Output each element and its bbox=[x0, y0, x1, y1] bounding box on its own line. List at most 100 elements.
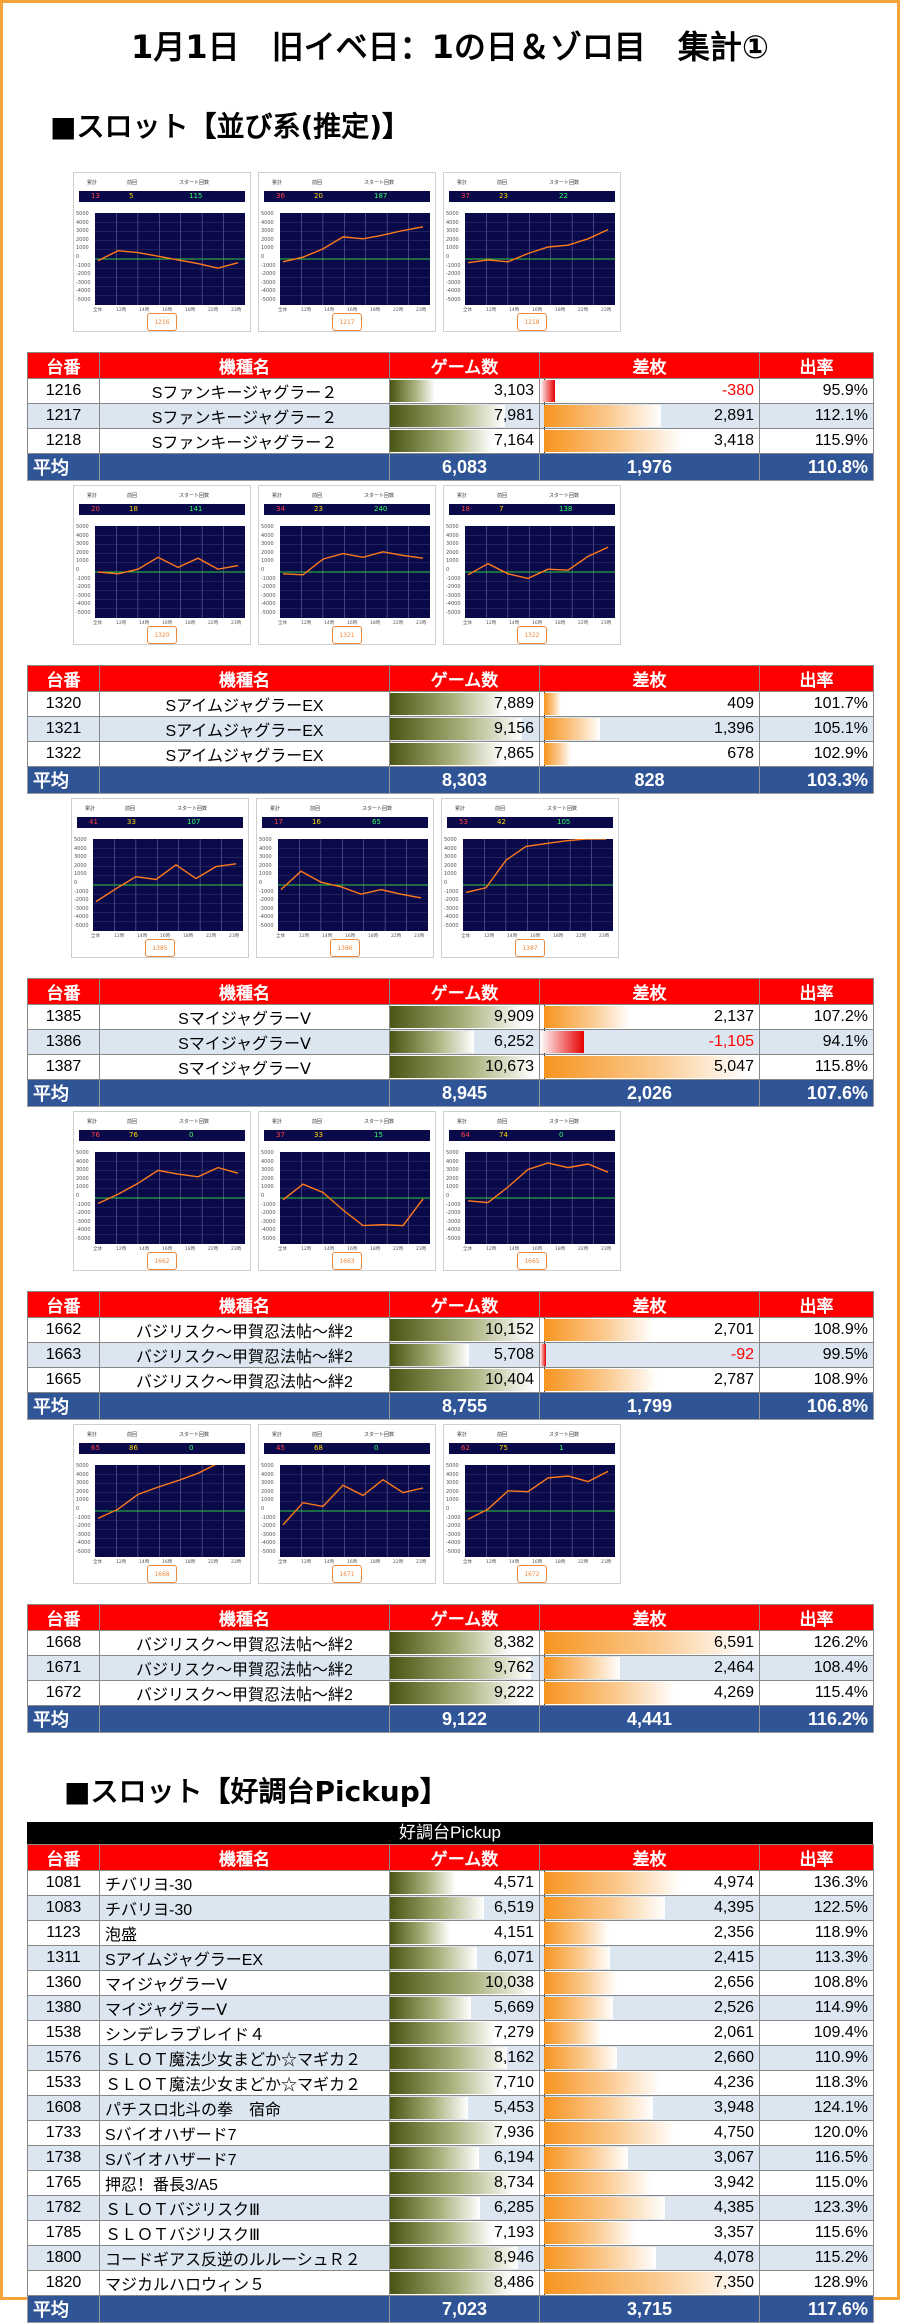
table-row[interactable]: 1123 泡盛 4,151 2,356 118.9% bbox=[27, 1920, 874, 1946]
table-row[interactable]: 1360 マイジャグラーⅤ 10,038 2,656 108.8% bbox=[27, 1970, 874, 1996]
table-row[interactable]: 1663 バジリスク～甲賀忍法帖～絆2 5,708 -92 99.5% bbox=[27, 1342, 874, 1368]
table-row[interactable]: 1387 SマイジャグラーⅤ 10,673 5,047 115.8% bbox=[27, 1054, 874, 1080]
games-cell: 7,981 bbox=[389, 403, 540, 429]
payout-rate: 110.9% bbox=[759, 2045, 874, 2071]
machine-number-badge[interactable]: 1320 bbox=[147, 626, 177, 644]
machine-number-badge[interactable]: 1387 bbox=[515, 939, 545, 957]
machine-number-badge[interactable]: 1672 bbox=[517, 1565, 547, 1583]
machine-number-badge[interactable]: 1671 bbox=[332, 1565, 362, 1583]
table-row[interactable]: 1782 ＳＬＯＴバジリスクⅢ 6,285 4,385 123.3% bbox=[27, 2195, 874, 2221]
table-row[interactable]: 1311 SアイムジャグラーEX 6,071 2,415 113.3% bbox=[27, 1945, 874, 1971]
header-rate[interactable]: 出率 bbox=[759, 1291, 874, 1318]
table-row[interactable]: 1322 SアイムジャグラーEX 7,865 678 102.9% bbox=[27, 741, 874, 767]
table-row[interactable]: 1665 バジリスク～甲賀忍法帖～絆2 10,404 2,787 108.9% bbox=[27, 1367, 874, 1393]
header-games[interactable]: ゲーム数 bbox=[389, 665, 540, 692]
machine-number-badge[interactable]: 1217 bbox=[332, 313, 362, 331]
header-diff[interactable]: 差枚 bbox=[539, 352, 760, 379]
header-diff[interactable]: 差枚 bbox=[539, 1844, 760, 1871]
table-row[interactable]: 1738 Sバイオハザード7 6,194 3,067 116.5% bbox=[27, 2145, 874, 2171]
y-tick-label: 3000 bbox=[261, 1167, 274, 1174]
y-tick-label: 4000 bbox=[261, 532, 274, 539]
header-machine-number[interactable]: 台番 bbox=[27, 1604, 100, 1631]
header-diff[interactable]: 差枚 bbox=[539, 1604, 760, 1631]
header-model[interactable]: 機種名 bbox=[99, 352, 390, 379]
machine-number-badge[interactable]: 1322 bbox=[517, 626, 547, 644]
table-row[interactable]: 1576 ＳＬＯＴ魔法少女まどか☆マギカ２ 8,162 2,660 110.9% bbox=[27, 2045, 874, 2071]
header-model[interactable]: 機種名 bbox=[99, 665, 390, 692]
games-value: 6,071 bbox=[493, 1949, 534, 1966]
header-machine-number[interactable]: 台番 bbox=[27, 665, 100, 692]
table-row[interactable]: 1081 チバリヨ-30 4,571 4,974 136.3% bbox=[27, 1870, 874, 1896]
machine-number-badge[interactable]: 1385 bbox=[145, 939, 175, 957]
header-machine-number[interactable]: 台番 bbox=[27, 978, 100, 1005]
machine-number-badge[interactable]: 1662 bbox=[147, 1252, 177, 1270]
machine-number-badge[interactable]: 1665 bbox=[517, 1252, 547, 1270]
table-row[interactable]: 1733 Sバイオハザード7 7,936 4,750 120.0% bbox=[27, 2120, 874, 2146]
table-row[interactable]: 1083 チバリヨ-30 6,519 4,395 122.5% bbox=[27, 1895, 874, 1921]
header-diff[interactable]: 差枚 bbox=[539, 1291, 760, 1318]
machine-number: 1322 bbox=[27, 741, 100, 767]
table-row[interactable]: 1385 SマイジャグラーⅤ 9,909 2,137 107.2% bbox=[27, 1004, 874, 1030]
x-tick-label: 14時 bbox=[509, 308, 520, 313]
y-tick-label: 3000 bbox=[76, 1480, 89, 1487]
table-row[interactable]: 1321 SアイムジャグラーEX 9,156 1,396 105.1% bbox=[27, 716, 874, 742]
table-row[interactable]: 1218 Sファンキージャグラー２ 7,164 3,418 115.9% bbox=[27, 428, 874, 454]
header-machine-number[interactable]: 台番 bbox=[27, 352, 100, 379]
header-games[interactable]: ゲーム数 bbox=[389, 1604, 540, 1631]
header-diff[interactable]: 差枚 bbox=[539, 978, 760, 1005]
table-row[interactable]: 1533 ＳＬＯＴ魔法少女まどか☆マギカ２ 7,710 4,236 118.3% bbox=[27, 2070, 874, 2096]
table-row[interactable]: 1216 Sファンキージャグラー２ 3,103 -380 95.9% bbox=[27, 378, 874, 404]
y-tick-label: -2000 bbox=[444, 897, 459, 904]
header-games[interactable]: ゲーム数 bbox=[389, 1291, 540, 1318]
machine-number: 1820 bbox=[27, 2270, 100, 2296]
graph-panel: 累計 前回 スタート回数 41 33 107 5000 4000 3000 2000 1000 0 -1… bbox=[71, 798, 249, 958]
table-row[interactable]: 1672 バジリスク～甲賀忍法帖～絆2 9,222 4,269 115.4% bbox=[27, 1680, 874, 1706]
header-rate[interactable]: 出率 bbox=[759, 1844, 874, 1871]
table-row[interactable]: 1538 シンデレラブレイド４ 7,279 2,061 109.4% bbox=[27, 2020, 874, 2046]
machine-number-badge[interactable]: 1216 bbox=[147, 313, 177, 331]
x-tick-label: 23時 bbox=[601, 621, 612, 626]
table-row[interactable]: 1662 バジリスク～甲賀忍法帖～絆2 10,152 2,701 108.9% bbox=[27, 1317, 874, 1343]
machine-number-badge[interactable]: 1218 bbox=[517, 313, 547, 331]
machine-number-badge[interactable]: 1321 bbox=[332, 626, 362, 644]
machine-number-badge[interactable]: 1668 bbox=[147, 1565, 177, 1583]
table-row[interactable]: 1671 バジリスク～甲賀忍法帖～絆2 9,762 2,464 108.4% bbox=[27, 1655, 874, 1681]
header-model[interactable]: 機種名 bbox=[99, 1844, 390, 1871]
table-row[interactable]: 1800 コードギアス反逆のルルーシュＲ２ 8,946 4,078 115.2% bbox=[27, 2245, 874, 2271]
diff-bar-negative bbox=[540, 380, 556, 402]
table-row[interactable]: 1320 SアイムジャグラーEX 7,889 409 101.7% bbox=[27, 691, 874, 717]
table-row[interactable]: 1668 バジリスク～甲賀忍法帖～絆2 8,382 6,591 126.2% bbox=[27, 1630, 874, 1656]
header-games[interactable]: ゲーム数 bbox=[389, 352, 540, 379]
table-row[interactable]: 1785 ＳＬＯＴバジリスクⅢ 7,193 3,357 115.6% bbox=[27, 2220, 874, 2246]
machine-number: 1083 bbox=[27, 1895, 100, 1921]
label-prev: 前回 bbox=[497, 493, 508, 499]
header-rate[interactable]: 出率 bbox=[759, 665, 874, 692]
x-tick-label: 23時 bbox=[231, 1247, 242, 1252]
table-row[interactable]: 1820 マジカルハロウィン５ 8,486 7,350 128.9% bbox=[27, 2270, 874, 2296]
diff-bar-negative bbox=[540, 1031, 585, 1053]
header-rate[interactable]: 出率 bbox=[759, 1604, 874, 1631]
diff-value: 6,591 bbox=[713, 1634, 754, 1651]
header-rate[interactable]: 出率 bbox=[759, 978, 874, 1005]
average-rate: 106.8% bbox=[759, 1392, 874, 1420]
header-model[interactable]: 機種名 bbox=[99, 1604, 390, 1631]
header-games[interactable]: ゲーム数 bbox=[389, 1844, 540, 1871]
header-machine-number[interactable]: 台番 bbox=[27, 1291, 100, 1318]
games-bar bbox=[390, 2047, 508, 2069]
games-bar bbox=[390, 1947, 478, 1969]
table-row[interactable]: 1380 マイジャグラーⅤ 5,669 2,526 114.9% bbox=[27, 1995, 874, 2021]
table-row[interactable]: 1217 Sファンキージャグラー２ 7,981 2,891 112.1% bbox=[27, 403, 874, 429]
machine-number-badge[interactable]: 1386 bbox=[330, 939, 360, 957]
machine-number-badge[interactable]: 1663 bbox=[332, 1252, 362, 1270]
table-row[interactable]: 1386 SマイジャグラーⅤ 6,252 -1,105 94.1% bbox=[27, 1029, 874, 1055]
table-row[interactable]: 1765 押忍！番長3/A5 8,734 3,942 115.0% bbox=[27, 2170, 874, 2196]
header-model[interactable]: 機種名 bbox=[99, 1291, 390, 1318]
table-row[interactable]: 1608 パチスロ北斗の拳 宿命 5,453 3,948 124.1% bbox=[27, 2095, 874, 2121]
header-diff[interactable]: 差枚 bbox=[539, 665, 760, 692]
header-rate[interactable]: 出率 bbox=[759, 352, 874, 379]
x-tick-label: 全体 bbox=[278, 621, 287, 626]
header-model[interactable]: 機種名 bbox=[99, 978, 390, 1005]
header-games[interactable]: ゲーム数 bbox=[389, 978, 540, 1005]
value-prev: 42 bbox=[497, 818, 506, 826]
header-machine-number[interactable]: 台番 bbox=[27, 1844, 100, 1871]
